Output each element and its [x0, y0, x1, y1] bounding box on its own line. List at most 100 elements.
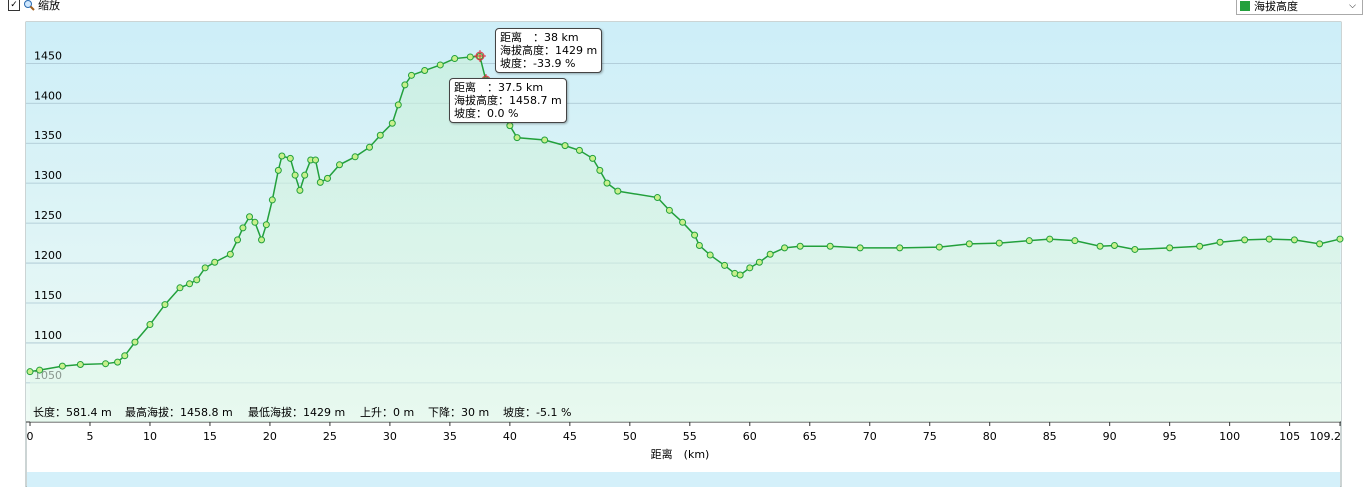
x-tick-label: 100 — [1219, 430, 1240, 443]
point-marker — [407, 71, 415, 79]
x-tick-label: 20 — [263, 430, 277, 443]
stat-text: 下降：30 m — [428, 405, 489, 419]
x-tick-label: 109.2 — [1310, 430, 1342, 443]
point-marker — [258, 236, 266, 244]
point-marker — [1265, 235, 1273, 243]
point-marker — [436, 61, 444, 69]
zoom-icon — [24, 0, 35, 11]
y-tick-label: 1200 — [34, 249, 62, 262]
point-marker — [1166, 244, 1174, 252]
point-marker — [451, 55, 459, 63]
point-marker — [1046, 235, 1054, 243]
point-marker — [234, 236, 242, 244]
x-tick-label: 5 — [86, 430, 93, 443]
point-marker — [278, 152, 286, 160]
tooltip: 距离 ：38 km 海拔高度：1429 m 坡度：-33.9 % — [495, 28, 603, 73]
x-tick-label: 95 — [1163, 430, 1177, 443]
point-marker — [506, 122, 514, 130]
point-marker — [131, 338, 139, 346]
point-marker — [826, 242, 834, 250]
area-fill — [30, 56, 1340, 423]
point-marker — [1025, 237, 1033, 245]
point-marker — [995, 239, 1003, 247]
tooltip-line: 海拔高度：1429 m — [500, 44, 598, 57]
tooltip-line: 坡度：0.0 % — [454, 107, 519, 120]
zoom-label: 缩放 — [38, 0, 60, 12]
point-marker — [541, 136, 549, 144]
point-marker — [316, 178, 324, 186]
point-marker — [896, 244, 904, 252]
point-marker — [1290, 236, 1298, 244]
y-tick-label: 1450 — [34, 49, 62, 62]
y-tick-label: 1350 — [34, 129, 62, 142]
x-tick-label: 60 — [743, 430, 757, 443]
point-marker — [1131, 245, 1139, 253]
point-marker — [351, 153, 359, 161]
point-marker — [114, 358, 122, 366]
x-tick-label: 90 — [1103, 430, 1117, 443]
point-marker — [736, 271, 744, 279]
point-marker — [665, 206, 673, 214]
series-name: 海拔高度 — [1254, 0, 1298, 13]
point-marker — [296, 186, 304, 194]
point-marker — [36, 366, 44, 374]
x-tick-label: 35 — [443, 430, 457, 443]
point-marker — [312, 156, 320, 164]
point-marker — [121, 352, 129, 360]
x-tick-label: 25 — [323, 430, 337, 443]
x-tick-label: 15 — [203, 430, 217, 443]
point-marker — [766, 250, 774, 258]
x-tick-label: 80 — [983, 430, 997, 443]
point-marker — [274, 166, 282, 174]
point-marker — [513, 134, 521, 142]
tooltip-line: 距离 ：37.5 km — [454, 81, 544, 94]
stat-text: 坡度：-5.1 % — [503, 405, 571, 419]
point-marker — [746, 264, 754, 272]
x-tick-label: 85 — [1043, 430, 1057, 443]
point-marker — [1316, 240, 1324, 248]
x-tick-label: 55 — [683, 430, 697, 443]
point-marker — [201, 264, 209, 272]
stat-text: 上升：0 m — [360, 406, 414, 419]
x-tick-label: 30 — [383, 430, 397, 443]
point-marker — [286, 154, 294, 162]
tooltip-line: 距离 ：38 km — [500, 31, 579, 44]
y-tick-label: 1400 — [34, 89, 62, 102]
stat-text: 长度：581.4 m — [33, 405, 112, 419]
point-marker — [376, 131, 384, 139]
point-marker — [324, 174, 332, 182]
point-marker — [965, 240, 973, 248]
point-marker — [186, 280, 194, 288]
point-marker — [193, 276, 201, 284]
point-marker — [401, 81, 409, 89]
point-marker — [691, 231, 699, 239]
point-marker — [1336, 235, 1344, 243]
point-marker — [596, 166, 604, 174]
point-marker — [26, 368, 34, 376]
point-marker — [721, 261, 729, 269]
point-marker — [246, 213, 254, 221]
zoom-checkbox[interactable]: ✓ — [8, 0, 20, 11]
point-marker — [421, 67, 429, 75]
point-marker — [394, 101, 402, 109]
point-marker — [262, 221, 270, 229]
point-marker — [755, 258, 763, 266]
point-marker — [176, 284, 184, 292]
tooltip-line: 海拔高度：1458.7 m — [454, 94, 562, 107]
point-marker — [935, 243, 943, 251]
series-dropdown[interactable]: 海拔高度 ⌵ — [1236, 0, 1363, 15]
point-marker — [466, 53, 474, 61]
point-marker — [268, 196, 276, 204]
point-marker — [365, 143, 373, 151]
series-swatch — [1240, 1, 1250, 11]
dropdown-arrow: ⌵ — [1349, 1, 1356, 11]
tooltip: 距离 ：37.5 km 海拔高度：1458.7 m 坡度：0.0 % — [449, 78, 567, 123]
x-tick-label: 65 — [803, 430, 817, 443]
point-marker — [796, 242, 804, 250]
point-marker — [1110, 241, 1118, 249]
x-axis-title: 距离 (km) — [651, 447, 710, 461]
point-marker — [575, 146, 583, 154]
x-tick-label: 50 — [623, 430, 637, 443]
point-marker — [614, 187, 622, 195]
